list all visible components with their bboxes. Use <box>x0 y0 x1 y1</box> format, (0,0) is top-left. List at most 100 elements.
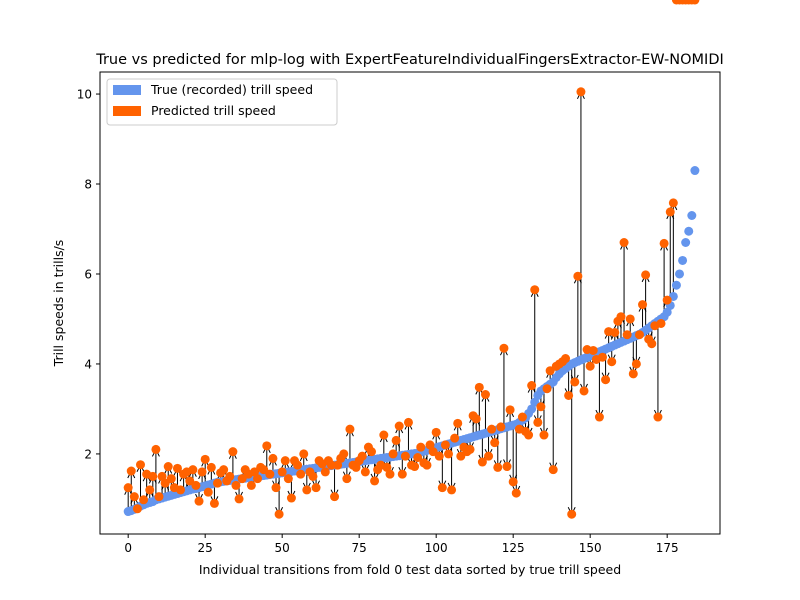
predicted-point <box>579 386 589 396</box>
predicted-point <box>567 509 577 519</box>
predicted-point <box>219 465 229 475</box>
predicted-point <box>163 462 173 472</box>
predicted-point <box>403 417 413 427</box>
predicted-point <box>505 405 515 415</box>
predicted-point <box>434 451 444 461</box>
predicted-point <box>690 0 700 5</box>
predicted-point <box>570 377 580 387</box>
predicted-point <box>283 474 293 484</box>
y-tick-label: 6 <box>84 267 92 281</box>
plot-frame <box>99 71 721 535</box>
predicted-point <box>622 330 632 340</box>
predicted-point <box>533 417 543 427</box>
x-tick-label: 25 <box>198 541 213 555</box>
predicted-point <box>188 465 198 475</box>
predicted-point <box>484 451 494 461</box>
predicted-point <box>502 462 512 472</box>
predicted-point <box>394 421 404 431</box>
predicted-point <box>508 477 518 487</box>
predicted-point <box>330 492 340 502</box>
predicted-point <box>299 449 309 459</box>
predicted-point <box>496 422 506 432</box>
predicted-point <box>634 330 644 340</box>
predicted-series <box>123 0 700 519</box>
predicted-point <box>638 300 648 310</box>
predicted-point <box>499 343 509 353</box>
predicted-point <box>545 366 555 376</box>
predicted-point <box>234 494 244 504</box>
legend-label-predicted: Predicted trill speed <box>151 103 276 118</box>
y-tick-label: 4 <box>84 357 92 371</box>
predicted-point <box>246 480 256 490</box>
predicted-point <box>610 327 620 337</box>
predicted-point <box>326 460 336 470</box>
true-point <box>684 226 694 236</box>
true-point <box>681 237 691 247</box>
predicted-point <box>280 456 290 466</box>
predicted-point <box>588 345 598 355</box>
legend-swatch-true <box>113 85 141 95</box>
predicted-point <box>277 467 287 477</box>
predicted-point <box>172 463 182 473</box>
predicted-point <box>311 483 321 493</box>
predicted-point <box>231 480 241 490</box>
predicted-point <box>271 483 281 493</box>
predicted-point <box>437 483 447 493</box>
predicted-point <box>453 418 463 428</box>
x-tick-label: 50 <box>275 541 290 555</box>
predicted-point <box>145 485 155 495</box>
true-point <box>662 307 672 317</box>
predicted-point <box>206 462 216 472</box>
predicted-point <box>249 467 259 477</box>
predicted-point <box>471 414 481 424</box>
predicted-point <box>465 444 475 454</box>
predicted-point <box>342 474 352 484</box>
true-point <box>530 397 540 407</box>
predicted-point <box>136 460 146 470</box>
y-axis-label: Trill speeds in trills/s <box>51 240 66 368</box>
true-point <box>674 269 684 279</box>
predicted-point <box>225 471 235 481</box>
predicted-point <box>209 498 219 508</box>
predicted-point <box>601 375 611 385</box>
predicted-point <box>413 453 423 463</box>
predicted-point <box>443 449 453 459</box>
x-axis-ticks: 0 25 50 75 100 125 150 175 <box>124 534 679 555</box>
predicted-point <box>293 460 303 470</box>
predicted-point <box>456 451 466 461</box>
predicted-point <box>123 483 133 493</box>
predicted-point <box>265 469 275 479</box>
predicted-point <box>385 469 395 479</box>
predicted-point <box>594 412 604 422</box>
predicted-point <box>345 424 355 434</box>
predicted-point <box>203 487 213 497</box>
predicted-point <box>425 440 435 450</box>
predicted-point <box>197 467 207 477</box>
predicted-point <box>132 504 142 514</box>
predicted-point <box>213 478 223 488</box>
predicted-point <box>585 361 595 371</box>
predicted-point <box>480 390 490 400</box>
predicted-point <box>388 449 398 459</box>
y-tick-label: 2 <box>84 447 92 461</box>
predicted-point <box>157 471 167 481</box>
predicted-point <box>517 412 527 422</box>
predicted-point <box>628 369 638 379</box>
true-point <box>527 404 537 414</box>
true-point <box>678 255 688 265</box>
predicted-point <box>357 451 367 461</box>
predicted-point <box>527 381 537 391</box>
predicted-point <box>382 462 392 472</box>
y-tick-label: 8 <box>84 178 92 192</box>
true-point <box>671 280 681 290</box>
x-tick-label: 75 <box>352 541 367 555</box>
predicted-point <box>647 339 657 349</box>
predicted-point <box>662 295 672 305</box>
predicted-point <box>228 447 238 457</box>
predicted-point <box>665 207 675 217</box>
predicted-point <box>659 238 669 248</box>
predicted-point <box>616 312 626 322</box>
predicted-point <box>397 469 407 479</box>
predicted-point <box>524 430 534 440</box>
